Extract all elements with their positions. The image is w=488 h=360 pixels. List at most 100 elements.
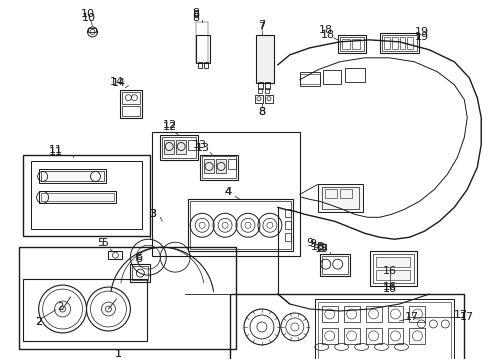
Bar (41, 171, 104, 181)
Text: 5: 5 (101, 238, 108, 248)
Bar (375, 270, 409, 280)
Text: 19: 19 (413, 32, 427, 42)
Bar (381, 35, 417, 51)
Bar (164, 140, 174, 153)
Bar (317, 302, 450, 360)
Text: 2: 2 (58, 302, 63, 312)
Text: 15: 15 (310, 242, 324, 252)
Text: 6: 6 (135, 252, 142, 262)
Bar (264, 95, 272, 103)
Bar (375, 257, 409, 267)
Bar (369, 251, 417, 286)
Text: 9: 9 (308, 239, 316, 249)
Text: 14: 14 (109, 77, 123, 87)
Text: 13: 13 (193, 140, 207, 149)
Bar (22, 279, 147, 341)
Bar (132, 266, 148, 280)
Text: 3: 3 (148, 209, 156, 219)
Bar (122, 92, 140, 104)
Bar (314, 299, 453, 360)
Bar (229, 294, 463, 360)
Bar (341, 39, 349, 49)
Bar (285, 221, 290, 229)
Bar (39, 192, 116, 203)
Bar (202, 157, 236, 179)
Bar (41, 193, 114, 201)
Bar (408, 306, 425, 322)
Text: 7: 7 (258, 22, 265, 32)
Text: 4: 4 (224, 188, 231, 197)
Bar (196, 35, 210, 63)
Text: 10: 10 (81, 9, 94, 19)
Text: 6: 6 (135, 254, 142, 264)
Text: 4: 4 (224, 188, 231, 197)
Text: 5: 5 (97, 238, 104, 248)
Text: 2: 2 (35, 317, 42, 327)
Bar (285, 209, 290, 217)
Bar (365, 306, 381, 322)
Bar (339, 37, 363, 51)
Bar (203, 159, 214, 174)
Text: 13: 13 (196, 143, 210, 153)
Bar (285, 233, 290, 241)
Text: 1: 1 (115, 349, 122, 359)
Text: 11: 11 (48, 147, 62, 157)
Bar (122, 106, 140, 116)
Bar (407, 37, 413, 49)
Bar (387, 306, 403, 322)
Bar (321, 328, 337, 344)
Text: 8: 8 (258, 107, 265, 117)
Bar (108, 251, 122, 259)
Bar (339, 189, 351, 198)
Bar (321, 256, 347, 274)
Text: 8: 8 (192, 8, 199, 18)
Bar (188, 199, 292, 251)
Bar (88, 28, 96, 32)
Text: 8: 8 (192, 13, 199, 23)
Bar (264, 82, 269, 89)
Bar (160, 135, 198, 161)
Bar (176, 140, 186, 153)
Circle shape (101, 302, 115, 316)
Text: 14: 14 (111, 78, 125, 88)
Bar (39, 170, 106, 183)
Bar (399, 37, 405, 49)
Bar (254, 95, 263, 103)
Text: 9: 9 (305, 238, 313, 248)
Bar (337, 35, 365, 53)
Bar (372, 254, 414, 283)
Text: 16: 16 (382, 266, 396, 276)
Text: 3: 3 (148, 209, 156, 219)
Text: 8: 8 (192, 10, 199, 20)
Bar (324, 189, 336, 198)
Bar (343, 328, 359, 344)
Bar (258, 88, 262, 93)
Bar (322, 70, 340, 84)
Text: 1: 1 (115, 349, 122, 359)
Text: 12: 12 (163, 122, 177, 132)
Bar (343, 306, 359, 322)
Text: 11: 11 (48, 144, 62, 154)
Bar (188, 140, 196, 149)
Bar (383, 37, 389, 49)
Bar (200, 154, 238, 180)
Text: 16: 16 (382, 284, 396, 294)
Bar (31, 162, 142, 229)
Bar (319, 254, 349, 276)
Bar (321, 188, 358, 209)
Bar (365, 328, 381, 344)
Bar (408, 328, 425, 344)
Bar (299, 74, 319, 84)
Text: 17: 17 (459, 312, 473, 322)
Text: 17: 17 (404, 312, 418, 322)
Bar (130, 264, 150, 282)
Text: 12: 12 (163, 120, 177, 130)
Bar (152, 131, 299, 256)
Bar (317, 184, 362, 212)
Bar (299, 72, 319, 86)
Text: 17: 17 (453, 310, 468, 320)
Text: 8: 8 (258, 107, 265, 117)
Text: 18: 18 (318, 25, 332, 35)
Bar (264, 88, 268, 93)
Text: 7: 7 (258, 20, 265, 30)
